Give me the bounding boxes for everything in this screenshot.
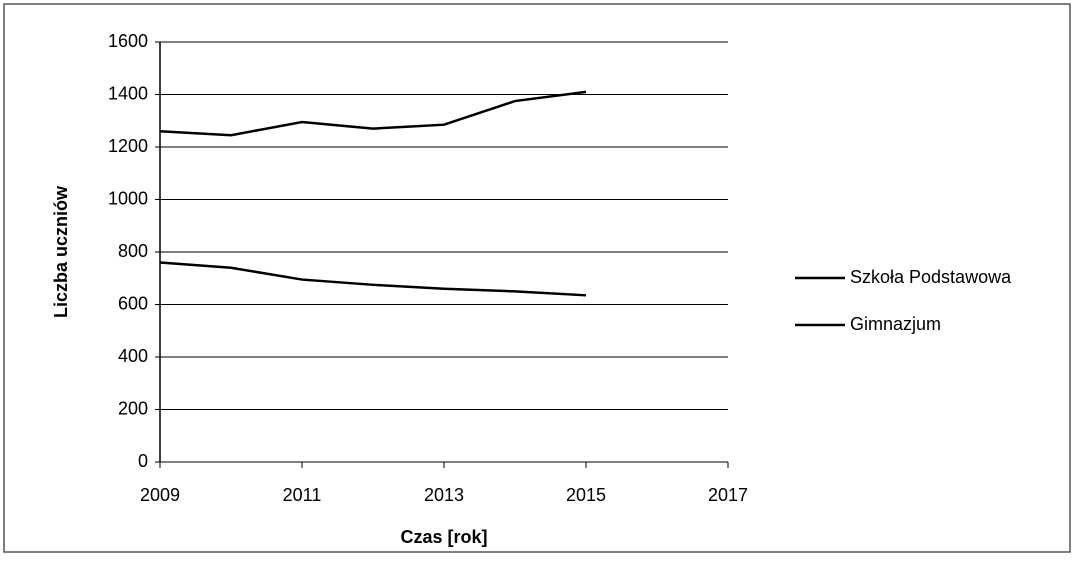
y-axis-label: Liczba uczniów bbox=[51, 185, 71, 318]
x-tick-label: 2009 bbox=[140, 485, 180, 505]
chart-frame bbox=[3, 3, 1071, 553]
y-tick-label: 200 bbox=[118, 398, 148, 418]
series-line bbox=[159, 261, 587, 297]
y-tick-label: 1200 bbox=[108, 136, 148, 156]
y-tick-label: 0 bbox=[138, 451, 148, 471]
x-tick-label: 2011 bbox=[283, 485, 322, 505]
legend-label: Gimnazjum bbox=[850, 314, 941, 334]
x-tick-label: 2015 bbox=[566, 485, 606, 505]
y-tick-label: 1000 bbox=[108, 188, 148, 208]
x-axis-label: Czas [rok] bbox=[400, 527, 487, 547]
series-line bbox=[159, 90, 587, 137]
legend-label: Szkoła Podstawowa bbox=[850, 267, 1012, 287]
y-tick-label: 600 bbox=[118, 293, 148, 313]
x-tick-label: 2013 bbox=[424, 485, 464, 505]
y-tick-label: 400 bbox=[118, 346, 148, 366]
y-tick-label: 800 bbox=[118, 241, 148, 261]
x-tick-label: 2017 bbox=[708, 485, 748, 505]
y-tick-label: 1400 bbox=[108, 83, 148, 103]
y-tick-label: 1600 bbox=[108, 31, 148, 51]
